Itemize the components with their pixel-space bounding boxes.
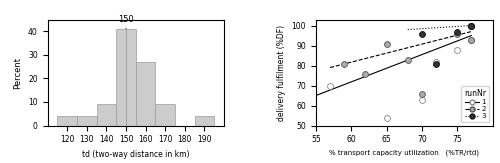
Point <box>418 98 426 101</box>
Legend: 1, 2, 3: 1, 2, 3 <box>462 86 489 122</box>
Point <box>340 62 348 65</box>
Point <box>326 84 334 87</box>
Point <box>453 32 461 35</box>
Bar <box>194 116 214 126</box>
Y-axis label: Percent: Percent <box>14 57 22 89</box>
Point <box>468 38 475 41</box>
Bar <box>77 116 96 126</box>
X-axis label: td (two-way distance in km): td (two-way distance in km) <box>82 150 190 159</box>
Point <box>362 72 370 75</box>
Point <box>382 42 390 45</box>
Point <box>404 58 411 61</box>
Bar <box>58 116 77 126</box>
Point <box>418 92 426 95</box>
Point <box>453 48 461 51</box>
Point <box>468 24 475 27</box>
Point <box>432 60 440 63</box>
Y-axis label: delivery fulfilment (%DF): delivery fulfilment (%DF) <box>277 24 286 121</box>
Point <box>468 24 475 27</box>
Bar <box>116 29 126 126</box>
Bar <box>136 62 156 126</box>
X-axis label: % transport capacity utilization   (%TR/rtd): % transport capacity utilization (%TR/rt… <box>329 150 479 156</box>
Point <box>382 116 390 119</box>
Text: 150: 150 <box>118 15 134 24</box>
Point <box>432 62 440 65</box>
Bar <box>126 29 136 126</box>
Point <box>453 30 461 33</box>
Point <box>418 32 426 35</box>
Point <box>468 38 475 41</box>
Bar <box>156 104 175 126</box>
Point <box>468 24 475 27</box>
Bar <box>96 104 116 126</box>
